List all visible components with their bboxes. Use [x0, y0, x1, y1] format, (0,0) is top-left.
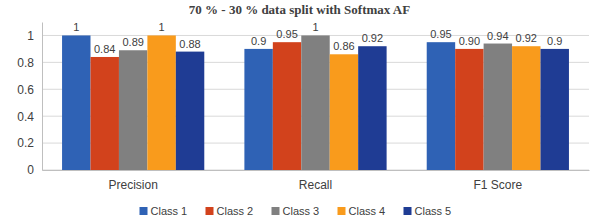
- legend-item: Class 2: [206, 205, 254, 217]
- y-tick-label: 0: [27, 163, 34, 177]
- x-tick: Recall: [299, 170, 332, 192]
- data-label: 0.95: [430, 28, 451, 40]
- data-label: 0.90: [459, 35, 480, 47]
- legend-label: Class 3: [283, 205, 320, 217]
- y-tick: 1: [27, 29, 42, 43]
- legend-label: Class 2: [217, 205, 254, 217]
- data-label: 0.92: [362, 32, 383, 44]
- bar: [301, 35, 329, 170]
- data-label: 1: [73, 21, 79, 33]
- x-axis: Precision Recall F1 Score: [43, 170, 590, 192]
- chart: 0 0.2 0.4 0.6 0.8 1 Precision Recall F1 Score 1 0.…: [0, 0, 599, 223]
- y-tick-label: 0.6: [17, 83, 34, 97]
- bar: [484, 44, 512, 170]
- bar: [147, 35, 175, 170]
- y-tick-label: 0.4: [17, 110, 34, 124]
- legend-item: Class 4: [338, 205, 386, 217]
- data-label: 1: [159, 21, 165, 33]
- bar: [244, 49, 272, 170]
- bars: [62, 35, 569, 170]
- y-tick-label: 0.8: [17, 56, 34, 70]
- bar: [427, 42, 455, 170]
- data-label: 0.92: [516, 32, 537, 44]
- data-label: 0.88: [179, 38, 200, 50]
- y-axis: 0 0.2 0.4 0.6 0.8 1: [17, 23, 42, 178]
- y-tick: 0.6: [17, 83, 42, 97]
- x-axis-line: [43, 170, 590, 171]
- legend-label: Class 5: [415, 205, 452, 217]
- legend-swatch: [206, 207, 214, 215]
- bar: [176, 52, 204, 170]
- data-label: 0.84: [94, 43, 115, 55]
- data-label: 0.9: [251, 35, 266, 47]
- y-tick-label: 1: [27, 29, 34, 43]
- legend-item: Class 3: [272, 205, 320, 217]
- plot: 0 0.2 0.4 0.6 0.8 1 Precision Recall F1 Score 1 0.…: [17, 21, 589, 191]
- title: 70 % - 30 % data split with Softmax AF: [189, 2, 410, 17]
- grid: [42, 35, 589, 170]
- legend-label: Class 1: [151, 205, 188, 217]
- bar: [512, 46, 540, 170]
- bar: [330, 54, 358, 170]
- legend-item: Class 5: [404, 205, 452, 217]
- y-tick: 0.4: [17, 110, 42, 124]
- bar: [91, 57, 119, 170]
- legend-swatch: [338, 207, 346, 215]
- legend: Class 1 Class 2 Class 3 Class 4 Class 5: [140, 205, 452, 217]
- x-tick-label: Precision: [108, 178, 157, 192]
- bar: [119, 50, 147, 170]
- legend-swatch: [140, 207, 148, 215]
- data-label: 0.94: [487, 30, 508, 42]
- legend-swatch: [404, 207, 412, 215]
- bar: [273, 42, 301, 170]
- x-tick-label: Recall: [299, 178, 332, 192]
- y-tick: 0.8: [17, 56, 42, 70]
- data-label: 0.86: [333, 40, 354, 52]
- legend-label: Class 4: [349, 205, 386, 217]
- data-label: 0.89: [122, 36, 143, 48]
- y-tick-label: 0.2: [17, 136, 34, 150]
- bar: [540, 49, 568, 170]
- x-tick: F1 Score: [473, 170, 522, 192]
- bar: [358, 46, 386, 170]
- y-tick: 0: [27, 163, 42, 177]
- data-label: 0.9: [547, 35, 562, 47]
- y-tick: 0.2: [17, 136, 42, 150]
- x-tick: Precision: [108, 170, 157, 192]
- bar: [62, 35, 90, 170]
- data-label: 1: [312, 21, 318, 33]
- data-label: 0.95: [276, 28, 297, 40]
- bar: [455, 49, 483, 170]
- legend-swatch: [272, 207, 280, 215]
- y-axis-line: [42, 23, 43, 171]
- legend-item: Class 1: [140, 205, 188, 217]
- x-tick-label: F1 Score: [473, 178, 522, 192]
- data-labels: 1 0.9 0.95 0.84 0.95 0.90 0.89 1 0.94 1 0.86 0.92 0.…: [73, 21, 562, 55]
